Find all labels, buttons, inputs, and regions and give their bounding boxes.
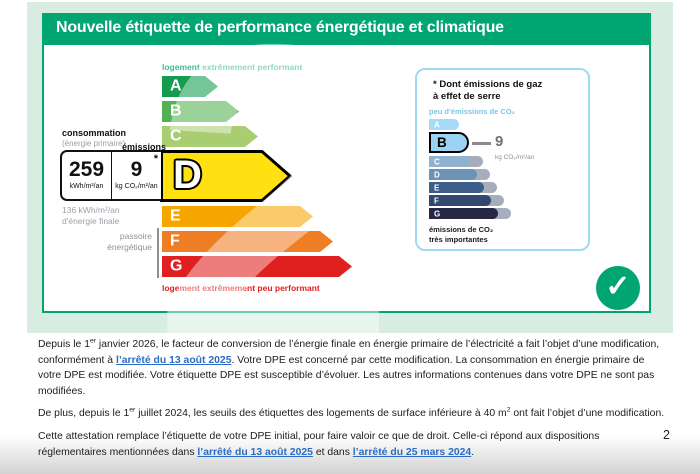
co2-bar-D: D <box>429 169 477 180</box>
inline-link[interactable]: l’arrêté du 25 mars 2024 <box>352 446 472 458</box>
caption-most-efficient: logement extrêmement performant <box>162 62 303 72</box>
emissions-value: 9 <box>130 158 143 181</box>
paragraph-3: Cette attestation remplace l’étiquette d… <box>38 430 600 458</box>
energy-class-G: G <box>162 256 352 277</box>
panel-header: Nouvelle étiquette de performance énergé… <box>42 13 651 45</box>
paragraph-1: Depuis le 1er janvier 2026, le facteur d… <box>38 337 660 397</box>
co2-bar-G: G <box>429 208 498 219</box>
selected-class-letter: D <box>173 153 202 197</box>
class-letter-F: F <box>170 231 180 249</box>
co2-bar-C: C <box>429 156 470 167</box>
caption-least-efficient: logement extrêmement peu performant <box>162 283 320 293</box>
co2-high-line1: émissions de CO₂ <box>429 225 494 234</box>
co2-class-B: B <box>429 132 483 153</box>
co2-bar-A: A <box>429 119 459 130</box>
inline-link[interactable]: l’arrêté du 13 août 2025 <box>115 354 232 366</box>
co2-emissions-box: * Dont émissions de gaz à effet de serre… <box>415 68 590 251</box>
class-letter-E: E <box>170 206 181 224</box>
sieve-line2: énergétique <box>107 241 152 252</box>
superscript: er <box>89 337 97 345</box>
consumption-emissions-box: 259 kWh/m²/an * 9 kg CO₂/m²/an <box>60 150 161 201</box>
co2-letter-A: A <box>434 119 440 129</box>
consumption-label: consommation <box>62 128 127 138</box>
class-letter-G: G <box>170 256 183 274</box>
co2-letter-G: G <box>434 208 441 218</box>
selected-class-arrow <box>160 150 293 202</box>
emissions-cell: * 9 kg CO₂/m²/an <box>112 152 161 199</box>
class-letter-C: C <box>170 126 182 144</box>
emissions-star: * <box>153 153 158 165</box>
emissions-label: émissions <box>122 142 167 152</box>
co2-high-caption: émissions de CO₂ très importantes <box>429 225 493 244</box>
energy-class-A: A <box>162 76 218 97</box>
co2-pointer-dash <box>472 142 491 145</box>
consumption-sublabel: (énergie primaire) <box>62 139 126 148</box>
co2-high-line2: très importantes <box>429 234 488 244</box>
check-icon: ✓ <box>605 270 631 303</box>
co2-class-D: D <box>429 169 495 180</box>
co2-bar-E: E <box>429 182 484 193</box>
co2-low-caption: peu d'émissions de CO₂ <box>429 107 515 116</box>
consumption-cell: 259 kWh/m²/an <box>62 152 112 199</box>
class-arrow-G <box>162 256 352 277</box>
co2-letter-B: B <box>437 134 447 150</box>
panel-title: Nouvelle étiquette de performance énergé… <box>56 19 504 36</box>
inline-link[interactable]: l’arrêté du 13 août 2025 <box>197 446 313 458</box>
class-letter-B: B <box>170 101 182 119</box>
sieve-line1: passoire <box>119 231 152 241</box>
consumption-value: 259 <box>68 158 105 181</box>
class-letter-A: A <box>170 76 182 94</box>
final-energy-line2: d'énergie finale <box>62 215 120 226</box>
energy-class-D <box>160 150 293 202</box>
co2-title-line1: * Dont émissions de gaz <box>433 79 543 90</box>
co2-letter-F: F <box>434 195 439 205</box>
co2-value: 9 <box>495 133 504 150</box>
class-arrow-B <box>162 101 239 122</box>
class-arrow-F <box>162 231 333 252</box>
energy-class-E: E <box>162 206 313 227</box>
co2-class-A: A <box>429 119 477 130</box>
co2-bar-F: F <box>429 195 491 206</box>
class-arrow-A <box>162 76 218 97</box>
paragraph-2: De plus, depuis le 1er juillet 2024, les… <box>38 406 665 420</box>
energy-class-B: B <box>162 101 239 122</box>
co2-title-line2: à effet de serre <box>433 91 501 102</box>
final-energy-note: 136 kWh/m²/an d'énergie finale <box>62 205 120 226</box>
class-arrow-E <box>162 206 313 227</box>
co2-letter-C: C <box>434 156 440 166</box>
energy-sieve-label: passoire énergétique <box>88 231 152 252</box>
co2-class-F: F <box>429 195 509 206</box>
co2-class-C: C <box>429 156 488 167</box>
page-number: 2 <box>663 428 670 442</box>
co2-class-G: G <box>429 208 516 219</box>
co2-unit: kg CO₂/m²/an <box>495 154 535 161</box>
superscript: er <box>129 406 136 414</box>
superscript: 2 <box>506 406 511 414</box>
page-bottom-shadow <box>0 436 700 474</box>
co2-box-title: * Dont émissions de gaz à effet de serre <box>433 79 542 103</box>
energy-class-F: F <box>162 231 333 252</box>
co2-selected-arrow: B <box>429 132 469 153</box>
sieve-bracket-line <box>157 228 159 278</box>
co2-letter-D: D <box>434 169 440 179</box>
validation-check-badge: ✓ <box>596 266 640 310</box>
co2-class-E: E <box>429 182 502 193</box>
energy-class-C: C <box>162 126 258 147</box>
attestation-text: Depuis le 1er janvier 2026, le facteur d… <box>38 337 665 467</box>
consumption-unit: kWh/m²/an <box>69 183 104 190</box>
co2-letter-E: E <box>434 182 440 192</box>
final-energy-line1: 136 kWh/m²/an <box>62 205 120 215</box>
emissions-unit: kg CO₂/m²/an <box>115 183 158 190</box>
class-arrow-C <box>162 126 258 147</box>
